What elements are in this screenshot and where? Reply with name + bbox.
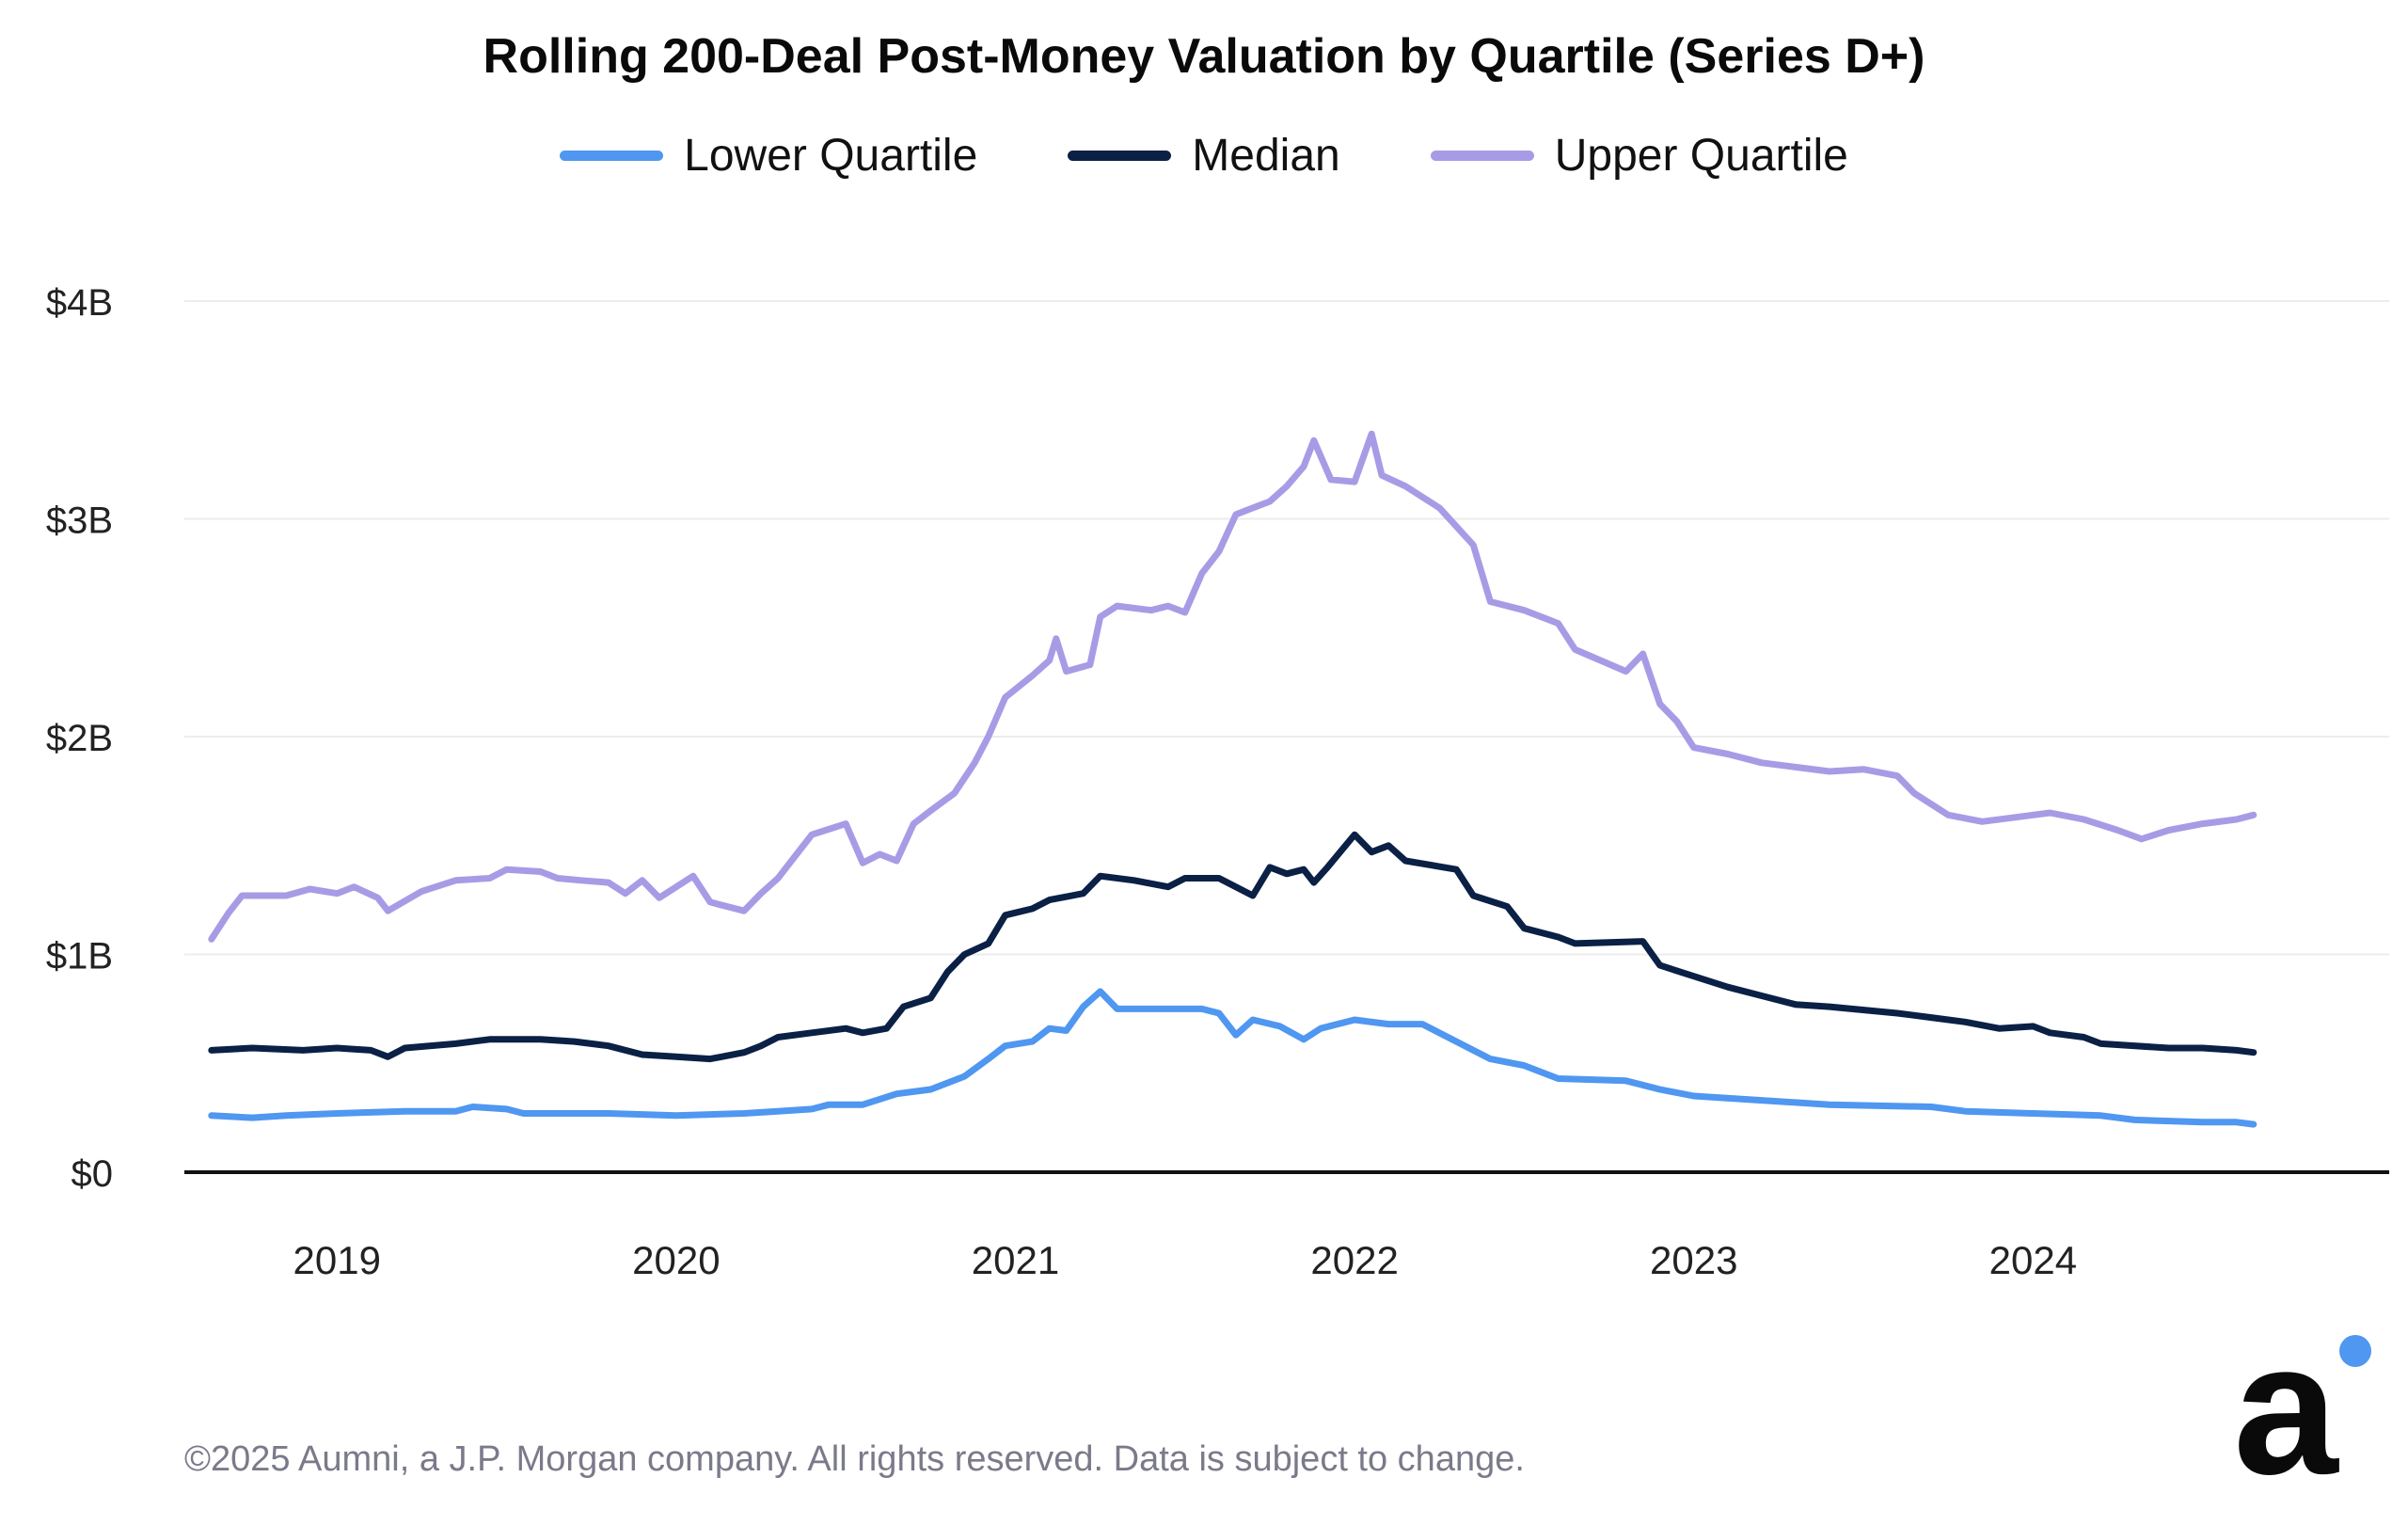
y-tick-label: $2B — [46, 718, 113, 759]
legend-swatch-lower-quartile — [560, 151, 664, 161]
chart-title: Rolling 200-Deal Post-Money Valuation by… — [483, 29, 1925, 84]
x-tick-label: 2019 — [293, 1238, 381, 1282]
y-tick-label: $0 — [71, 1153, 114, 1195]
x-tick-label: 2022 — [1310, 1238, 1398, 1282]
x-tick-label: 2024 — [1989, 1238, 2077, 1282]
grid-lines — [184, 300, 2389, 956]
legend-swatch-upper-quartile — [1430, 151, 1534, 161]
logo-dot-icon — [2339, 1335, 2371, 1367]
legend-item-median[interactable]: Median — [1068, 130, 1340, 182]
legend-swatch-median — [1068, 151, 1172, 161]
y-tick-label: $1B — [46, 936, 113, 977]
series-line-median — [208, 831, 2258, 1063]
legend-label-upper-quartile: Upper Quartile — [1554, 131, 1848, 181]
footer-copyright: ©2025 Aumni, a J.P. Morgan company. All … — [184, 1439, 1525, 1479]
y-tick-label: $3B — [46, 500, 113, 542]
logo-letter: a — [2233, 1325, 2339, 1494]
aumni-logo: a — [2233, 1325, 2371, 1494]
legend-label-median: Median — [1192, 131, 1340, 181]
x-tick-label: 2021 — [972, 1238, 1059, 1282]
legend-label-lower-quartile: Lower Quartile — [684, 131, 978, 181]
x-tick-label: 2020 — [632, 1238, 720, 1282]
legend-item-lower-quartile[interactable]: Lower Quartile — [560, 130, 977, 182]
y-axis: $0 $1B $2B $3B $4B — [46, 282, 113, 1195]
series-lines — [208, 430, 2258, 1128]
series-line-upper-quartile — [208, 430, 2258, 943]
legend-item-upper-quartile[interactable]: Upper Quartile — [1430, 130, 1848, 182]
y-tick-label: $4B — [46, 282, 113, 324]
x-tick-label: 2023 — [1650, 1238, 1737, 1282]
x-axis: 2019 2020 2021 2022 2023 2024 — [184, 1170, 2389, 1282]
series-line-lower-quartile — [208, 988, 2258, 1128]
legend: Lower Quartile Median Upper Quartile — [0, 130, 2408, 182]
